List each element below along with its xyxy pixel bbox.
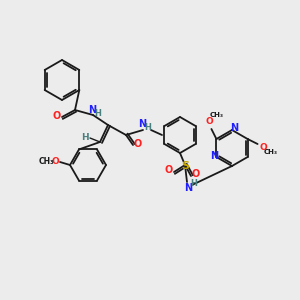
Text: N: N [230,123,238,133]
Text: O: O [165,165,173,175]
Text: CH₃: CH₃ [209,112,224,118]
Text: H: H [94,110,101,118]
Text: O: O [51,157,59,166]
Text: N: N [210,151,218,161]
Text: H: H [190,179,197,188]
Text: O: O [134,139,142,149]
Text: N: N [138,119,146,129]
Text: O: O [260,142,268,152]
Text: N: N [88,105,96,115]
Text: H: H [81,133,89,142]
Text: O: O [206,118,213,127]
Text: CH₃: CH₃ [264,149,278,155]
Text: S: S [181,161,189,171]
Text: O: O [53,111,61,121]
Text: O: O [192,169,200,179]
Text: N: N [184,183,192,193]
Text: H: H [145,124,152,133]
Text: CH₃: CH₃ [38,157,54,166]
